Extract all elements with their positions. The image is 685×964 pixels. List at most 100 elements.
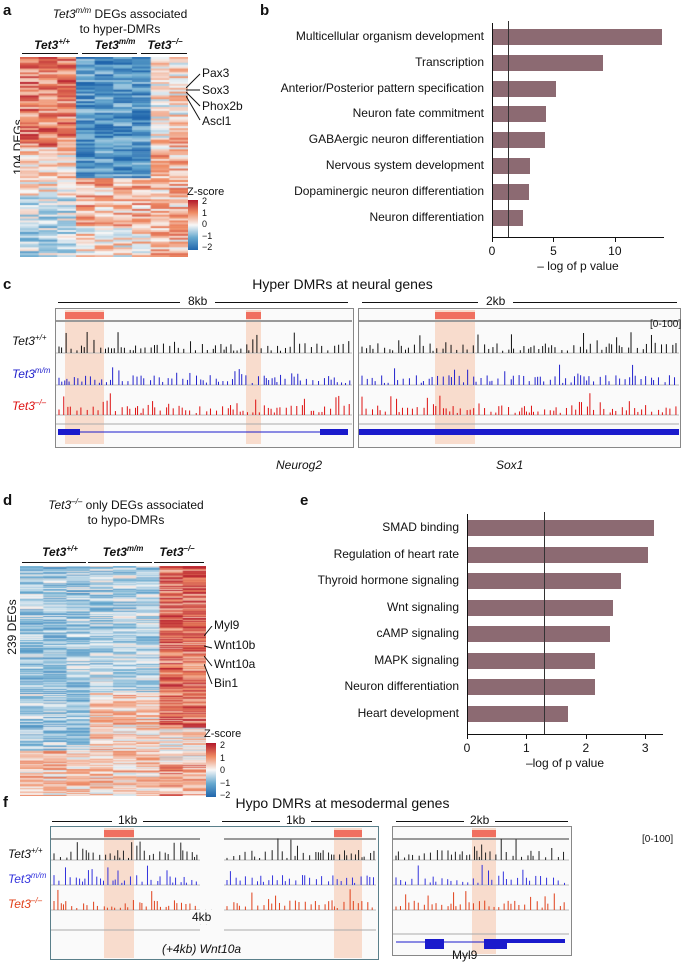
track-header-line <box>224 838 376 840</box>
gene-model <box>425 939 444 949</box>
dmr-highlight <box>334 828 362 958</box>
col-line-mm <box>82 53 137 54</box>
chart-b-tick-mark <box>492 237 493 243</box>
heatmap-a <box>20 57 188 257</box>
gene-label-d-1: Wnt10b <box>214 638 256 652</box>
track-label-f-mm: Tet3m/m <box>8 871 47 886</box>
col-line-d-ko <box>154 562 204 563</box>
chart-e-bar <box>467 546 649 563</box>
range-label-c: [0-100] <box>650 319 682 330</box>
col-line-d-wt <box>22 562 86 563</box>
chart-b-tick-label: 10 <box>608 244 622 259</box>
gene-name-c-left: Neurog2 <box>276 458 323 472</box>
col-label-ko: Tet3–/– <box>147 37 183 52</box>
gene-label-a-2: Phox2b <box>202 99 243 113</box>
chart-e-tick-mark <box>585 734 587 739</box>
chart-b-category-label: Multicellular organism development <box>295 29 484 43</box>
chart-e-bar <box>467 705 568 722</box>
scale-label-f-1: 1kb <box>112 813 144 827</box>
chart-e-bar <box>467 679 595 695</box>
chart-b-category-label: Neuron fate commitment <box>352 106 484 121</box>
range-label-f: [0-100] <box>642 834 674 845</box>
chart-b-category-label: Neuron differentiation <box>369 209 484 224</box>
gene-model <box>484 939 507 949</box>
chart-e-bar <box>467 652 595 669</box>
chart-b-tick-label: 0 <box>488 244 496 259</box>
chart-e-category-label: cAMP signaling <box>376 626 460 640</box>
heatmap-d-ylabel: 239 DEGs <box>5 599 19 655</box>
chart-b-tick-label: 5 <box>550 244 557 259</box>
track-header-line <box>393 838 569 840</box>
chart-e-x-axis <box>467 734 663 735</box>
chart-b-x-axis <box>492 237 664 239</box>
scale-label-f-3: 2kb <box>464 813 496 827</box>
track-label-f-ko: Tet3–/– <box>8 896 43 911</box>
chart-e-category-label: Wnt signaling <box>386 599 459 614</box>
track-label-c-mm: Tet3m/m <box>12 366 51 381</box>
chart-b-bar <box>492 132 545 149</box>
gene-name-c-right: Sox1 <box>496 458 524 472</box>
chart-b-bar <box>492 80 556 97</box>
col-line-d-mm <box>88 562 152 563</box>
scale-label-f-2: 1kb <box>280 813 312 827</box>
chart-e-tick-mark <box>467 734 468 739</box>
chart-b-y-axis <box>492 23 493 238</box>
panel-label-e: e <box>300 492 309 509</box>
panel-label-f: f <box>3 794 8 811</box>
chart-e-tick-label: 1 <box>523 741 530 755</box>
chart-b-tick-mark <box>614 237 616 243</box>
col-label-wt: Tet3+/+ <box>34 37 70 52</box>
dmr-marker <box>472 830 496 837</box>
scale-line-c-right <box>362 302 677 303</box>
chart-b-category-label: GABAergic neuron differentiation <box>308 132 484 147</box>
gene-model <box>359 429 679 435</box>
chart-b-bar <box>492 209 523 226</box>
scale-label-c-right: 2kb <box>478 294 514 308</box>
track-header-line <box>359 320 679 322</box>
dmr-marker <box>435 312 475 319</box>
scale-label-c-left: 8kb <box>180 294 216 308</box>
browser-c-left <box>55 308 354 448</box>
chart-b-tick-mark <box>553 237 555 243</box>
track-header-line <box>51 838 200 840</box>
chart-b-category-label: Nervous system development <box>325 158 484 172</box>
chart-e-bar <box>467 626 610 642</box>
chart-e-category-label: Regulation of heart rate <box>333 546 459 561</box>
dmr-marker <box>65 312 104 319</box>
chart-e-tick-label: 3 <box>641 741 649 755</box>
chart-e-bar <box>467 520 655 536</box>
chart-b-category-label: Dopaminergic neuron differentiation <box>294 183 484 198</box>
panel-d-title: Tet3–/– only DEGs associated to hypo-DMRs <box>48 497 204 527</box>
dmr-marker <box>334 830 362 837</box>
chart-e-category-label: MAPK signaling <box>374 652 459 667</box>
gap-label-f: 4kb <box>190 910 214 924</box>
heatmap-d <box>20 566 206 796</box>
chart-e-threshold-line <box>544 512 546 734</box>
gene-pointer-lines-a <box>186 73 201 121</box>
chart-b-category-label: Anterior/Posterior pattern specification <box>280 80 484 95</box>
chart-e-category-label: Neuron differentiation <box>344 679 459 693</box>
gene-label-a-1: Sox3 <box>202 83 230 97</box>
track-label-c-wt: Tet3+/+ <box>12 333 47 348</box>
chart-e-tick-mark <box>526 734 528 739</box>
col-line-ko <box>141 53 187 54</box>
chart-e-category-label: Heart development <box>357 705 459 720</box>
zscore-ticks-a: 2 1 0 −1 −2 <box>202 196 213 252</box>
tracks-f <box>51 828 569 958</box>
panel-label-a: a <box>3 2 12 19</box>
chart-b-bar <box>492 29 662 45</box>
chart-b-bar <box>492 106 547 123</box>
chart-b-bar <box>492 158 531 174</box>
gene-name-f-right: Myl9 <box>452 948 478 962</box>
gene-model <box>320 429 348 435</box>
chart-e-bar <box>467 599 613 616</box>
panel-c-title: Hyper DMRs at neural genes <box>252 276 433 292</box>
gene-label-a-0: Pax3 <box>202 66 230 80</box>
chart-e-category-label: Thyroid hormone signaling <box>317 573 459 587</box>
chart-b-threshold-line <box>507 21 509 238</box>
chart-e-tick-label: 0 <box>463 741 471 755</box>
col-label-mm: Tet3m/m <box>94 37 136 52</box>
gene-model <box>507 939 565 943</box>
zscore-title-d: Z-score <box>204 728 242 740</box>
panel-label-c: c <box>3 276 12 293</box>
